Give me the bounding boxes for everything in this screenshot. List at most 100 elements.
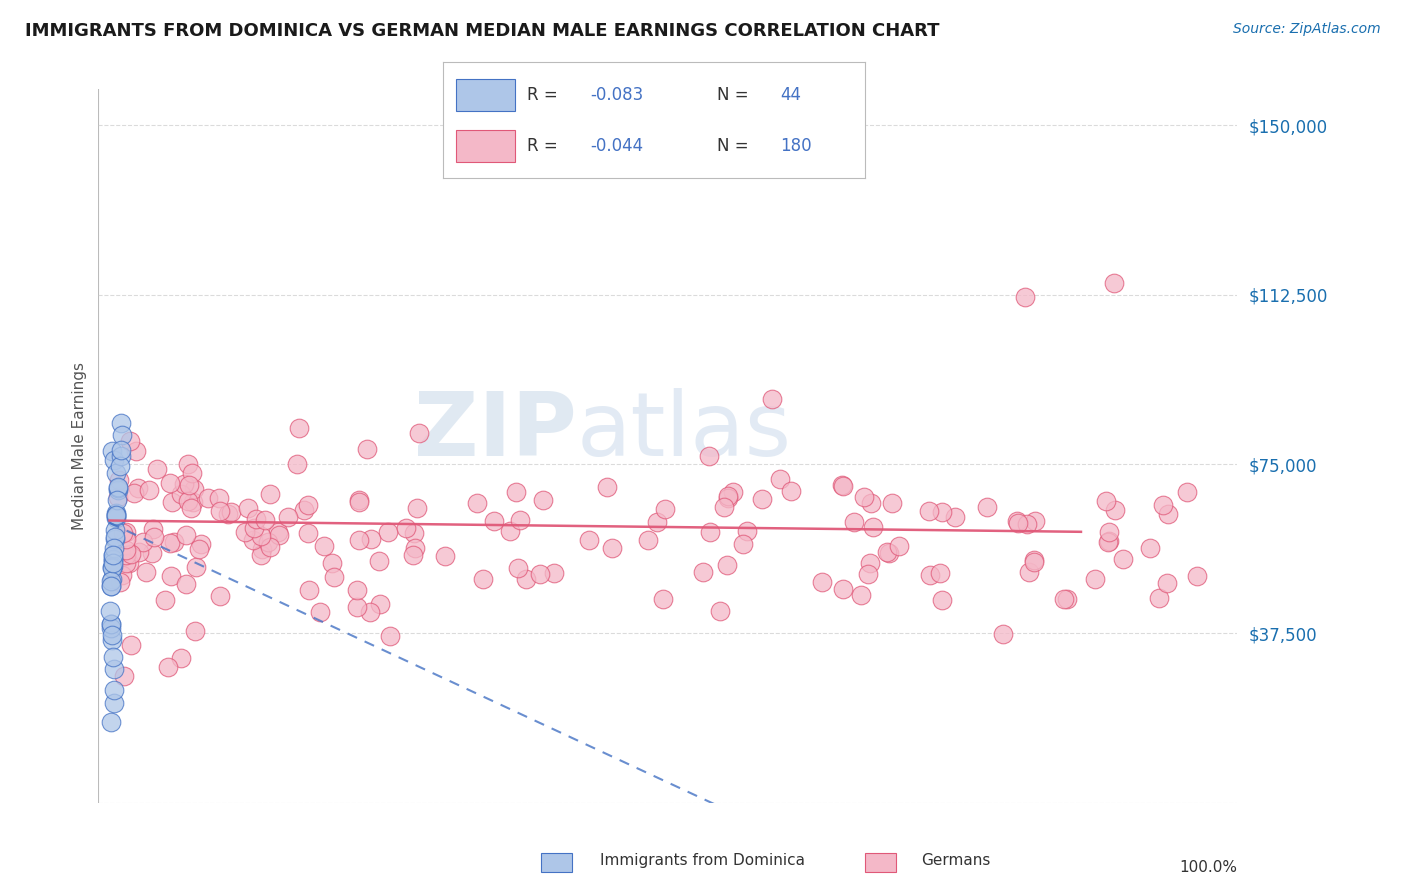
Point xyxy=(1015,516,1038,531)
Point xyxy=(112,669,135,683)
Point xyxy=(297,582,319,597)
Text: IMMIGRANTS FROM DOMINICA VS GERMAN MEDIAN MALE EARNINGS CORRELATION CHART: IMMIGRANTS FROM DOMINICA VS GERMAN MEDIA… xyxy=(25,22,939,40)
Point xyxy=(377,525,399,540)
Point xyxy=(1175,485,1198,500)
Point xyxy=(100,617,122,632)
Point xyxy=(515,572,537,586)
Point xyxy=(111,567,134,582)
Point xyxy=(105,511,128,525)
Point xyxy=(709,604,731,618)
Point xyxy=(98,604,121,618)
Point xyxy=(184,559,207,574)
Point xyxy=(368,597,391,611)
Point xyxy=(285,457,308,471)
Point xyxy=(346,600,368,615)
Point xyxy=(346,583,368,598)
Point xyxy=(600,541,623,556)
Point xyxy=(288,421,311,435)
Point xyxy=(110,417,132,431)
Point xyxy=(716,491,738,505)
Point xyxy=(108,459,131,474)
Point xyxy=(107,482,129,496)
Text: 44: 44 xyxy=(780,86,801,103)
Text: Source: ZipAtlas.com: Source: ZipAtlas.com xyxy=(1233,22,1381,37)
Point xyxy=(101,560,124,574)
Point xyxy=(108,574,131,589)
Point xyxy=(472,572,495,586)
Point xyxy=(176,457,198,471)
Point xyxy=(100,621,122,635)
Point xyxy=(101,552,124,566)
Point xyxy=(713,500,735,514)
Point xyxy=(578,533,600,547)
Point xyxy=(259,541,281,555)
Point xyxy=(645,515,668,529)
Point xyxy=(190,537,212,551)
Point xyxy=(433,549,456,564)
Point xyxy=(115,532,138,546)
Point xyxy=(266,525,288,540)
Point xyxy=(697,449,720,463)
Point xyxy=(404,526,426,541)
Point xyxy=(183,482,205,496)
Point xyxy=(269,528,291,542)
Point xyxy=(859,556,882,570)
Point xyxy=(107,490,129,504)
Point xyxy=(115,556,138,570)
Point xyxy=(378,628,401,642)
Point xyxy=(162,495,184,509)
Point xyxy=(860,496,883,510)
Point xyxy=(862,520,884,534)
Point xyxy=(118,434,141,449)
Point xyxy=(347,493,370,508)
Point xyxy=(103,548,125,562)
Point xyxy=(1084,572,1107,586)
Point xyxy=(1156,576,1178,591)
Point xyxy=(104,530,127,544)
Point xyxy=(1139,541,1161,555)
Point xyxy=(242,533,264,548)
Point xyxy=(170,487,193,501)
Point xyxy=(976,500,998,515)
Point xyxy=(103,697,125,711)
Point xyxy=(1147,591,1170,605)
Point xyxy=(321,557,343,571)
Point xyxy=(654,501,676,516)
Point xyxy=(101,443,124,458)
Point xyxy=(360,532,382,546)
Point xyxy=(104,466,127,480)
Point xyxy=(159,475,181,490)
Point xyxy=(596,480,619,494)
Point xyxy=(1153,498,1175,512)
Point xyxy=(735,524,758,539)
Point xyxy=(174,577,197,591)
Point xyxy=(101,556,124,570)
Point xyxy=(105,508,128,522)
Point xyxy=(1024,515,1046,529)
Point xyxy=(100,574,122,589)
Point xyxy=(831,582,853,596)
Point xyxy=(105,492,128,507)
Point xyxy=(127,481,149,495)
Point xyxy=(831,479,853,493)
Point xyxy=(115,542,138,557)
Point xyxy=(259,487,281,501)
Point xyxy=(181,495,204,509)
Point xyxy=(249,548,271,562)
Point xyxy=(692,565,714,579)
Point xyxy=(100,714,122,729)
Point xyxy=(879,546,901,560)
Point xyxy=(404,541,426,555)
Point xyxy=(637,533,659,547)
Point xyxy=(135,565,157,579)
Point xyxy=(170,651,193,665)
Point xyxy=(651,591,673,606)
Text: -0.044: -0.044 xyxy=(591,137,644,155)
Point xyxy=(101,559,124,574)
Point xyxy=(100,579,122,593)
Point xyxy=(115,524,138,539)
Point xyxy=(125,443,148,458)
Point xyxy=(103,662,125,676)
Text: atlas: atlas xyxy=(576,388,792,475)
Point xyxy=(142,522,165,536)
